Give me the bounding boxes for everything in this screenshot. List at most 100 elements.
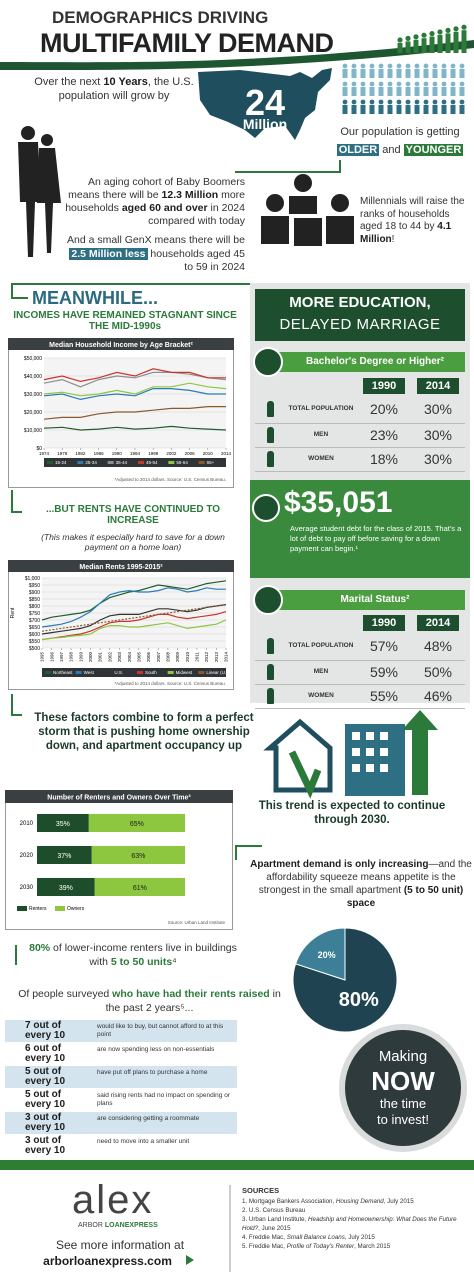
x-tick-label: 2014 (224, 652, 229, 663)
growth-unit: Million (242, 116, 288, 132)
person-icon (405, 105, 411, 114)
rents-note: (This makes it especially hard to save f… (41, 532, 225, 552)
title-bar (8, 560, 234, 572)
plot-bg (44, 358, 226, 448)
y-tick-label: $600 (29, 632, 40, 638)
logo: alex (72, 1178, 154, 1222)
series-line (41, 611, 227, 641)
footer-url[interactable]: arborloanexpress.com (43, 1254, 172, 1268)
survey-row: 3 out of every 10 need to move into a smal… (5, 1135, 237, 1157)
person-icon (396, 63, 402, 69)
rents-chart: Median Rents 1995-2015²$500$550$600$650$… (8, 560, 234, 690)
logo-brand: ARBOR LOANEXPRESS (78, 1222, 158, 1229)
x-tick-label: 2002 (166, 451, 177, 456)
y-tick-label: $20,000 (24, 410, 42, 416)
source-run: Small Balance Loans (286, 1233, 345, 1241)
title-line-2: MULTIFAMILY DEMAND (40, 28, 334, 58)
person-icon (414, 105, 420, 114)
person-icon (369, 69, 375, 78)
debt-amount: $35,051 (284, 486, 393, 519)
younger: YOUNGER (403, 144, 464, 156)
x-tick-label: 2000 (88, 652, 93, 663)
y-tick-label: $800 (29, 604, 40, 610)
person-icon (351, 69, 357, 78)
survey-count: 5 out of (25, 1066, 62, 1077)
series-line (41, 619, 227, 641)
text-run: An aging cohort of Baby Boomers means th… (68, 176, 245, 202)
text-run: more households (65, 189, 245, 215)
person-icon (387, 99, 393, 105)
person-icon (360, 87, 366, 96)
person-icon (423, 105, 429, 114)
person-icon (441, 81, 447, 87)
survey-row: 5 out of every 10 said rising rents had no… (5, 1089, 237, 1111)
y-tick-label: $650 (29, 625, 40, 631)
person-icon (421, 32, 427, 38)
legend-swatch (137, 671, 143, 674)
renters-chart: Number of Renters and Owners Over Time³ 2… (5, 790, 233, 930)
person-icon (387, 105, 393, 114)
legend-label: 35-44 (116, 460, 128, 465)
value-cell: 30% (411, 423, 465, 448)
column-header: 1990 (363, 615, 405, 631)
person-icon (396, 87, 402, 96)
x-tick-label: 2014 (221, 451, 232, 456)
text-run: (5 to 50 unit) space (346, 885, 464, 909)
y-tick-label: $0 (36, 446, 42, 452)
person-icon (461, 24, 467, 30)
x-tick-label: 2008 (165, 652, 170, 663)
survey-count: 6 out of (25, 1043, 62, 1054)
x-tick-label: 1996 (49, 652, 54, 663)
y-tick-label: $950 (29, 583, 40, 589)
table-value: 30% (423, 426, 453, 443)
person-icon (360, 81, 366, 87)
table-value: 18% (369, 450, 399, 467)
lower-income-text: 80% of lower-income renters live in buil… (22, 942, 244, 969)
value-cell: 59% (357, 660, 411, 685)
person-icon (360, 69, 366, 78)
cta-line-2: NOW (371, 1066, 435, 1096)
person-icon (255, 684, 285, 709)
y-tick-label: $750 (29, 611, 40, 617)
text-run: 2.5 Million less (69, 247, 148, 260)
row-label-cell: WOMEN (285, 447, 357, 472)
person-icon (405, 69, 411, 78)
text-run: of lower-income renters live in building… (50, 942, 237, 968)
value-cell: 30% (411, 395, 465, 424)
people-icons (342, 24, 467, 114)
row-label: MEN (313, 431, 329, 438)
source-run: 5. Freddie Mac, (242, 1242, 287, 1250)
person-icon (450, 81, 456, 87)
legend-swatch (45, 671, 51, 674)
person-icon (266, 450, 274, 467)
trend-text: This trend is expected to continue throu… (258, 800, 446, 826)
legend-swatch (198, 461, 205, 464)
person-icon (369, 81, 375, 87)
person-icon (432, 81, 438, 87)
person-icon (459, 99, 465, 105)
series-line (43, 388, 226, 401)
survey-text: said rising rents had no impact on spend… (97, 1092, 230, 1107)
person-icon (255, 423, 285, 448)
person-icon (461, 30, 467, 53)
y-tick-label: $30,000 (24, 392, 42, 398)
survey-row: 6 out of every 10 are now spending less on… (5, 1043, 237, 1065)
person-icon (266, 426, 274, 443)
survey-text: are considering getting a roommate (97, 1115, 200, 1122)
source-run: , July 2015 (383, 1198, 414, 1205)
sources-list: 1. Mortgage Bankers Association, Housing… (242, 1198, 470, 1252)
value-cell: 57% (357, 632, 411, 661)
legend-label: 25-34 (85, 460, 97, 465)
source-run: 2. U.S. Census Bureau (242, 1206, 306, 1214)
row-label: WOMEN (308, 692, 334, 699)
us-map (198, 68, 332, 140)
person-icon (450, 105, 456, 114)
source-run: , July 2015 (344, 1233, 375, 1241)
survey-base: every 10 (25, 1076, 66, 1087)
bar-segment (37, 846, 92, 864)
x-tick-label: 1974 (39, 451, 50, 456)
person-icon (360, 99, 366, 105)
pie-label: 80% (339, 989, 379, 1011)
value-cell: 48% (411, 632, 465, 661)
